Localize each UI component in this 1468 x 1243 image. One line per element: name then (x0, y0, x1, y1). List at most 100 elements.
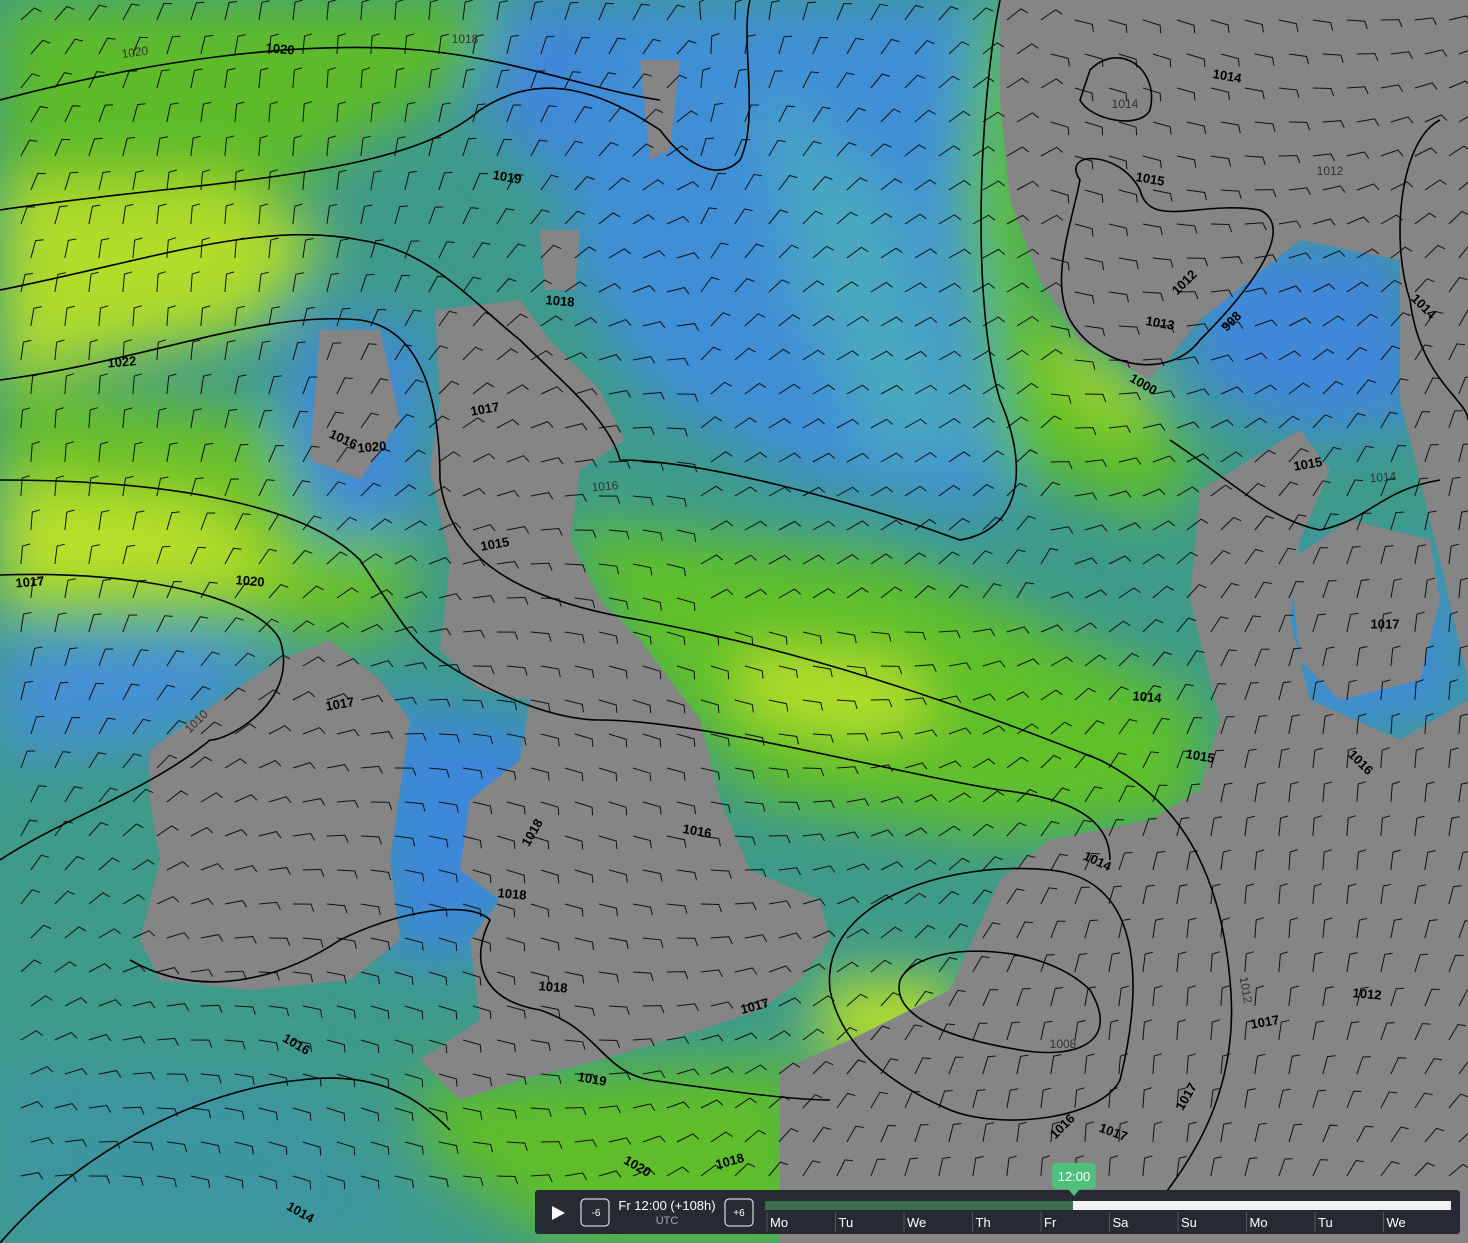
wind-barb (1142, 684, 1162, 701)
wind-barb (428, 1039, 448, 1054)
day-label: We (1387, 1215, 1406, 1230)
wind-barb (166, 442, 178, 463)
wind-barb (632, 563, 653, 576)
wind-barb (64, 105, 81, 123)
wind-barb (1074, 557, 1098, 565)
wind-barb (1220, 121, 1241, 134)
wind-barb (496, 277, 517, 293)
wind-barb (1220, 917, 1231, 939)
wind-barb (982, 383, 1005, 395)
wind-barb (982, 922, 1001, 939)
wind-barb (574, 36, 591, 55)
wind-barb (1016, 1054, 1029, 1075)
wind-barb (914, 316, 938, 327)
wind-barb (20, 1030, 43, 1041)
wind-barb (700, 137, 715, 157)
wind-barb (598, 212, 621, 225)
wind-barb (812, 733, 834, 743)
wind-barb (1356, 646, 1368, 667)
wind-barb (836, 961, 859, 973)
wind-barb (394, 136, 406, 157)
wind-barb (1040, 1155, 1051, 1177)
wind-barb (700, 276, 720, 293)
wind-barb (224, 758, 247, 769)
wind-barb (1016, 723, 1039, 735)
wind-barb (326, 903, 348, 914)
wind-barb (428, 1107, 448, 1121)
time-marker[interactable] (1052, 1163, 1096, 1189)
wind-barb (632, 1168, 656, 1177)
wind-barb (836, 2, 853, 21)
isobar-label: 1018 (452, 32, 479, 46)
step-forward-button[interactable] (724, 1198, 754, 1227)
wind-barb (1040, 481, 1061, 497)
wind-barb (1254, 648, 1270, 667)
wind-barb (462, 1107, 483, 1120)
wind-barb (948, 857, 970, 871)
wind-barb (598, 2, 614, 21)
wind-barb (1346, 412, 1366, 429)
wind-barb (1108, 819, 1125, 837)
wind-barb (122, 1036, 146, 1044)
wind-barb (982, 42, 1005, 55)
wind-barb (1322, 781, 1333, 803)
wind-barb (574, 317, 598, 327)
wind-barb (1356, 248, 1380, 259)
wind-barb (1016, 854, 1036, 871)
wind-barb (598, 1105, 621, 1114)
step-back-button[interactable] (580, 1198, 610, 1227)
wind-barb (710, 312, 731, 327)
day-label: Fr (1044, 1215, 1057, 1230)
wind-barb (574, 801, 594, 816)
isobar-label: 1015 (479, 534, 510, 554)
wind-barb (1380, 279, 1402, 293)
wind-barb (302, 33, 313, 55)
wind-barb (1084, 393, 1107, 403)
wind-barb (836, 1026, 858, 1041)
wind-barb (948, 384, 972, 395)
wind-barb (1050, 787, 1070, 803)
wind-barb (1254, 384, 1278, 395)
wind-barb (938, 417, 961, 429)
wind-barb (30, 306, 42, 327)
wind-barb (1254, 1053, 1266, 1075)
wind-barb (598, 903, 618, 917)
wind-barb (360, 204, 373, 225)
wind-barb (20, 889, 40, 905)
wind-barb (880, 861, 904, 871)
wind-barb (1108, 1019, 1119, 1041)
wind-barb (700, 67, 711, 89)
wind-barb (914, 664, 937, 673)
wind-barb (302, 101, 312, 123)
wind-barb (812, 452, 836, 463)
wind-barb (54, 1032, 78, 1041)
wind-barb (676, 461, 698, 473)
wind-barb (1210, 749, 1224, 769)
wind-barb (1050, 1121, 1061, 1143)
wind-barb (472, 937, 492, 952)
wind-barb (394, 971, 414, 985)
wind-barb (642, 597, 662, 611)
wind-barb (564, 1039, 586, 1050)
wind-barb (938, 350, 962, 361)
wind-barb (1322, 120, 1345, 129)
wind-barb (812, 865, 836, 873)
wind-barb (1424, 377, 1441, 395)
wind-barb (564, 903, 584, 917)
timeline-track[interactable] (765, 1201, 1451, 1210)
wind-barb (914, 1057, 931, 1075)
wind-barb (428, 835, 449, 848)
wind-barb (1322, 986, 1334, 1007)
wind-barb (428, 67, 440, 89)
wind-barb (1448, 476, 1461, 497)
wind-barb (1040, 624, 1064, 633)
wind-barb (1346, 883, 1357, 905)
wind-barb (666, 74, 688, 89)
wind-barb (642, 869, 663, 882)
wind-barb (1210, 951, 1221, 973)
play-button[interactable] (552, 1206, 565, 1220)
wind-barb (224, 67, 236, 89)
wind-barb (302, 445, 320, 463)
wind-barb (1142, 488, 1166, 497)
